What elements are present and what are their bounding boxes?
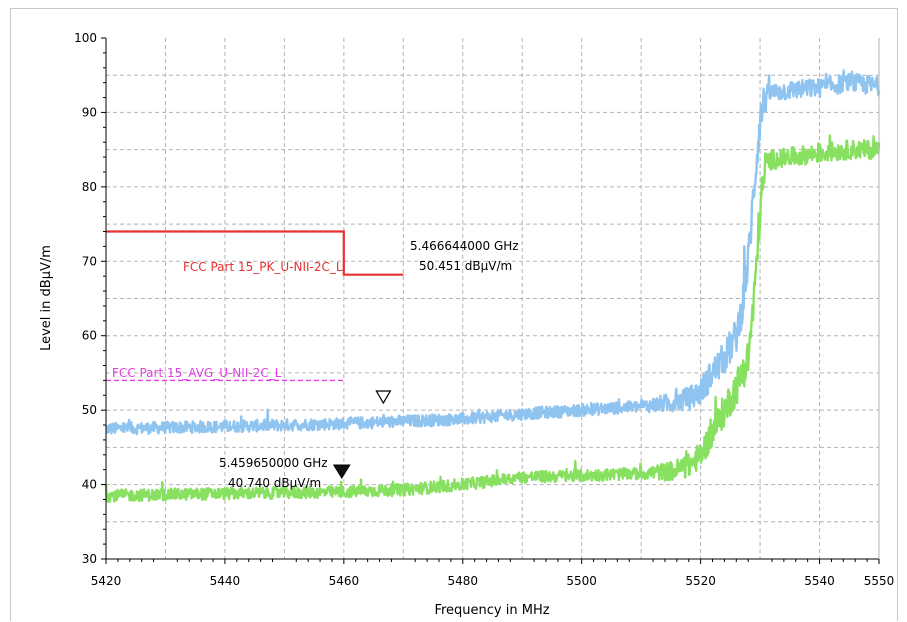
x-tick-label: 5540 (804, 574, 835, 588)
x-tick-label: 5420 (91, 574, 122, 588)
traces (104, 69, 881, 503)
y-tick-label: 90 (82, 105, 97, 119)
markers: 5.466644000 GHz 50.451 dBµV/m 5.459650000 … (219, 239, 519, 490)
y-tick-label: 30 (82, 552, 97, 566)
x-tick-label: 5500 (566, 574, 597, 588)
x-tick-label: 5550 (864, 574, 895, 588)
trace-1 (105, 69, 881, 436)
y-axis-title: Level in dBµV/m (39, 245, 54, 351)
marker-2-frequency: 5.459650000 GHz (219, 456, 328, 470)
limit-label-1: FCC Part 15_PK_U-NII-2C_L (183, 260, 343, 274)
y-tick-label: 100 (74, 31, 97, 45)
chart-frame (10, 8, 898, 621)
y-tick-label: 40 (82, 478, 97, 492)
x-axis-title: Frequency in MHz (434, 603, 549, 618)
y-tick-label: 80 (82, 180, 97, 194)
y-tick-label: 70 (82, 254, 97, 268)
x-tick-label: 5440 (210, 574, 241, 588)
axes: 30 40 50 60 70 80 90 100 5420 5440 5460 5480 5500 552… (74, 31, 894, 588)
marker-1-triangle (375, 390, 392, 405)
x-tick-label: 5520 (685, 574, 716, 588)
marker-1-frequency: 5.466644000 GHz (410, 239, 519, 253)
marker-2-level: 40.740 dBµV/m (228, 476, 321, 490)
x-tick-label: 5460 (329, 574, 360, 588)
marker-2-triangle (332, 464, 351, 479)
marker-1-level: 50.451 dBµV/m (419, 259, 512, 273)
limit-lines: FCC Part 15_PK_U-NII-2C_L FCC Part 15_AVG… (106, 230, 404, 382)
y-tick-label: 60 (82, 329, 97, 343)
limit-label-2: FCC Part 15_AVG_U-NII-2C_L (112, 366, 282, 380)
trace-2 (104, 134, 881, 503)
x-tick-label: 5480 (447, 574, 478, 588)
y-tick-label: 50 (82, 403, 97, 417)
limit-line-1 (106, 230, 404, 276)
